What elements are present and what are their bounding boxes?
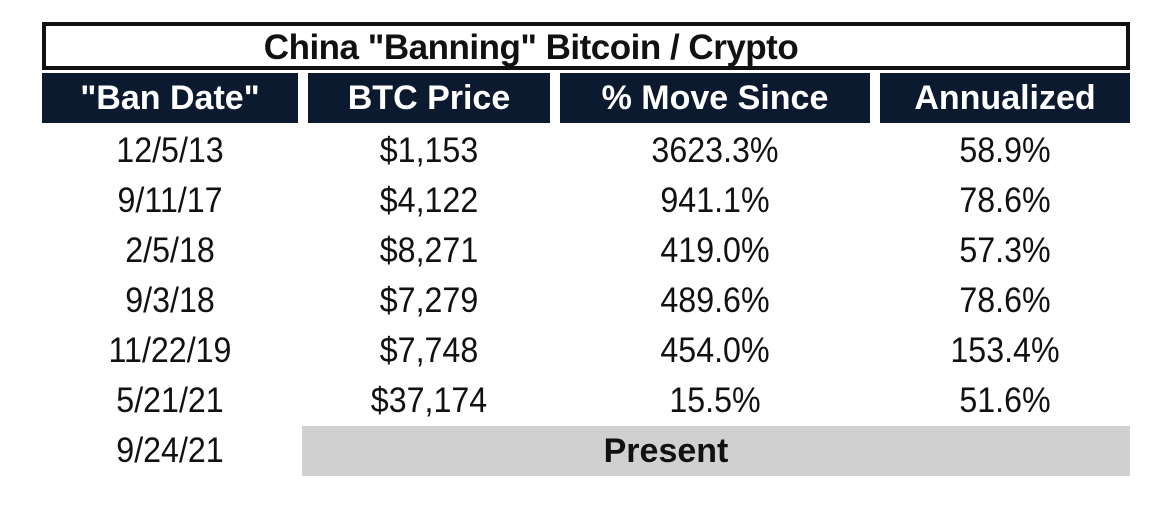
cell-price: $4,122 xyxy=(379,181,479,220)
cell-move: 419.0% xyxy=(660,231,770,270)
cell-move: 454.0% xyxy=(660,331,770,370)
cell-date: 11/22/19 xyxy=(108,331,232,370)
cell-date: 12/5/13 xyxy=(116,131,224,170)
header-btc-price: BTC Price xyxy=(308,73,550,123)
cell-annualized: 78.6% xyxy=(959,281,1051,320)
cell-date: 2/5/18 xyxy=(125,231,215,270)
cell-price: $7,748 xyxy=(379,331,479,370)
cell-move: 941.1% xyxy=(660,181,770,220)
cell-move: 489.6% xyxy=(660,281,770,320)
table-title-box: China "Banning" Bitcoin / Crypto xyxy=(42,22,1130,70)
cell-price: $7,279 xyxy=(379,281,479,320)
header-annualized: Annualized xyxy=(880,73,1130,123)
table-title: China "Banning" Bitcoin / Crypto xyxy=(263,28,799,67)
cell-date: 5/21/21 xyxy=(116,381,224,420)
cell-price: $1,153 xyxy=(379,131,479,170)
cell-price: $8,271 xyxy=(379,231,479,270)
cell-date: 9/3/18 xyxy=(125,281,215,320)
cell-date: 9/24/21 xyxy=(116,431,224,470)
cell-price: $37,174 xyxy=(370,381,488,420)
cell-annualized: 57.3% xyxy=(959,231,1051,270)
cell-move: 3623.3% xyxy=(651,131,779,170)
cell-annualized: 58.9% xyxy=(959,131,1051,170)
header-ban-date: "Ban Date" xyxy=(42,73,298,123)
cell-annualized: 78.6% xyxy=(959,181,1051,220)
present-label: Present xyxy=(603,432,729,470)
present-bar: Present xyxy=(302,426,1130,476)
cell-annualized: 51.6% xyxy=(959,381,1051,420)
cell-move: 15.5% xyxy=(669,381,761,420)
cell-date: 9/11/17 xyxy=(117,181,223,220)
header-move-since: % Move Since xyxy=(560,73,870,123)
cell-annualized: 153.4% xyxy=(950,331,1060,370)
